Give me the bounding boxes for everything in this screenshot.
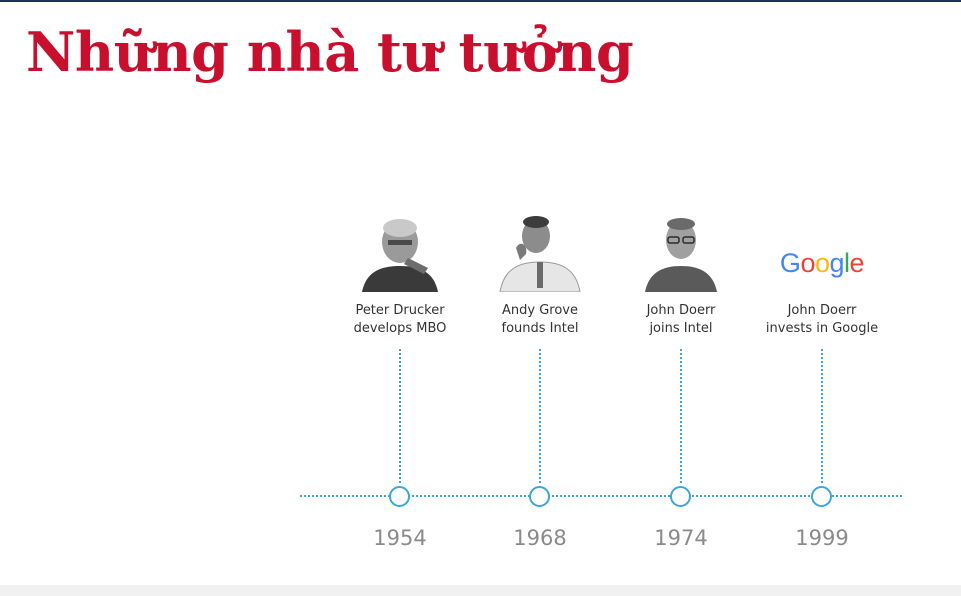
portrait-icon: [358, 210, 442, 292]
footer-band: [0, 585, 961, 596]
caption-line-2: invests in Google: [765, 321, 879, 336]
timeline-event-1974: John Doerr joins Intel 1974: [601, 0, 761, 596]
event-caption: John Doerr joins Intel: [601, 302, 761, 338]
timeline-event-1954: Peter Drucker develops MBO 1954: [320, 0, 480, 596]
event-year: 1974: [654, 526, 708, 550]
event-connector: [539, 349, 541, 483]
google-logo-letter: l: [844, 248, 850, 278]
google-logo-letter: o: [814, 248, 830, 278]
top-rule: [0, 0, 961, 2]
timeline-node: [670, 486, 691, 507]
timeline-node: [529, 486, 550, 507]
slide-title: Những nhà tư tưởng: [26, 20, 634, 84]
event-caption: John Doerr invests in Google: [742, 302, 902, 338]
caption-line-1: Peter Drucker: [355, 303, 445, 318]
timeline-node: [811, 486, 832, 507]
caption-line-2: founds Intel: [501, 321, 579, 336]
event-year: 1954: [373, 526, 427, 550]
caption-line-2: joins Intel: [649, 321, 713, 336]
google-logo-letter: G: [779, 248, 801, 278]
google-logo-letter: e: [849, 248, 865, 278]
timeline-node: [389, 486, 410, 507]
portrait-icon: [498, 210, 582, 292]
timeline-axis: [300, 495, 902, 497]
event-connector: [399, 349, 401, 483]
caption-line-1: Andy Grove: [502, 303, 578, 318]
google-logo-letter: g: [829, 248, 845, 278]
event-year: 1999: [795, 526, 849, 550]
john-doerr-photo: [639, 210, 723, 292]
event-connector: [821, 349, 823, 483]
portrait-icon: [639, 210, 723, 292]
timeline-event-1999: Google John Doerr invests in Google 1999: [742, 0, 902, 596]
caption-line-1: John Doerr: [646, 303, 716, 318]
andy-grove-photo: [498, 210, 582, 292]
timeline-event-1968: Andy Grove founds Intel 1968: [460, 0, 620, 596]
caption-line-1: John Doerr: [787, 303, 857, 318]
event-caption: Andy Grove founds Intel: [460, 302, 620, 338]
event-connector: [680, 349, 682, 483]
google-logo: Google: [742, 246, 902, 280]
event-caption: Peter Drucker develops MBO: [320, 302, 480, 338]
google-logo-letter: o: [800, 248, 815, 278]
event-year: 1968: [513, 526, 567, 550]
caption-line-2: develops MBO: [353, 321, 447, 336]
peter-drucker-photo: [358, 210, 442, 292]
